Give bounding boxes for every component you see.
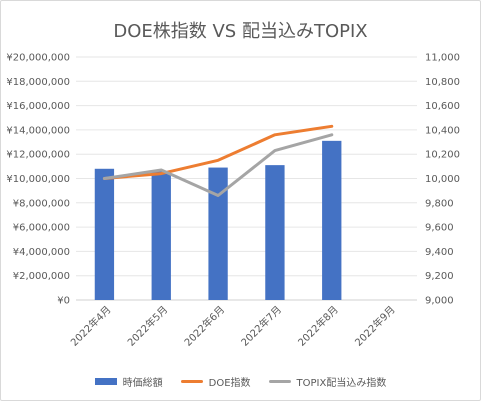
bar <box>151 171 171 300</box>
left-axis-tick-label: ¥8,000,000 <box>13 198 70 209</box>
x-axis-tick-label: 2022年6月 <box>181 303 227 349</box>
legend-item-topix: TOPIX配当込み指数 <box>268 374 387 389</box>
right-axis-tick-label: 10,400 <box>425 125 460 136</box>
left-axis-tick-label: ¥10,000,000 <box>6 174 70 185</box>
right-axis-tick-label: 11,000 <box>425 53 460 64</box>
legend-label-doe: DOE指数 <box>208 378 251 389</box>
series-line-1 <box>102 133 334 197</box>
x-axis-tick-label: 2022年4月 <box>68 303 114 349</box>
x-axis-tick-label: 2022年5月 <box>125 303 171 349</box>
legend-label-topix: TOPIX配当込み指数 <box>296 378 387 389</box>
chart-legend: 時価総額 DOE指数 TOPIX配当込み指数 <box>0 374 481 389</box>
bar <box>208 167 228 300</box>
right-axis-tick-label: 9,400 <box>425 247 454 258</box>
x-axis-tick-label: 2022年8月 <box>295 303 341 349</box>
right-axis-tick-label: 9,200 <box>425 271 454 282</box>
series-line-0 <box>102 124 334 180</box>
left-axis-tick-label: ¥2,000,000 <box>13 271 70 282</box>
right-axis-tick-label: 10,800 <box>425 77 460 88</box>
right-axis-tick-label: 9,000 <box>425 296 454 307</box>
right-axis-tick-label: 9,800 <box>425 198 454 209</box>
legend-item-doe: DOE指数 <box>180 374 251 389</box>
right-axis-tick-label: 10,600 <box>425 101 460 112</box>
legend-swatch-topix <box>268 380 291 383</box>
left-axis-tick-label: ¥18,000,000 <box>6 77 70 88</box>
legend-swatch-doe <box>180 380 203 383</box>
bar <box>265 165 285 300</box>
left-axis-tick-label: ¥12,000,000 <box>6 150 70 161</box>
left-axis-tick-label: ¥16,000,000 <box>6 101 70 112</box>
legend-item-bar: 時価総額 <box>94 374 163 389</box>
legend-swatch-market-cap <box>94 378 117 385</box>
left-axis-tick-label: ¥6,000,000 <box>13 223 70 234</box>
chart-title: DOE株指数 VS 配当込みTOPIX <box>113 21 368 42</box>
left-axis-tick-label: ¥4,000,000 <box>13 247 70 258</box>
bar <box>322 140 342 300</box>
left-axis-tick-label: ¥14,000,000 <box>6 125 70 136</box>
x-axis-tick-label: 2022年9月 <box>352 303 398 349</box>
x-axis-tick-label: 2022年7月 <box>238 303 284 349</box>
left-axis-tick-label: ¥0 <box>57 296 70 307</box>
right-axis-tick-label: 9,600 <box>425 223 454 234</box>
right-axis-tick-label: 10,000 <box>425 174 460 185</box>
right-axis-tick-label: 10,200 <box>425 150 460 161</box>
bar <box>94 168 115 300</box>
legend-label-market-cap: 時価総額 <box>122 378 163 389</box>
left-axis-tick-label: ¥20,000,000 <box>6 53 70 64</box>
